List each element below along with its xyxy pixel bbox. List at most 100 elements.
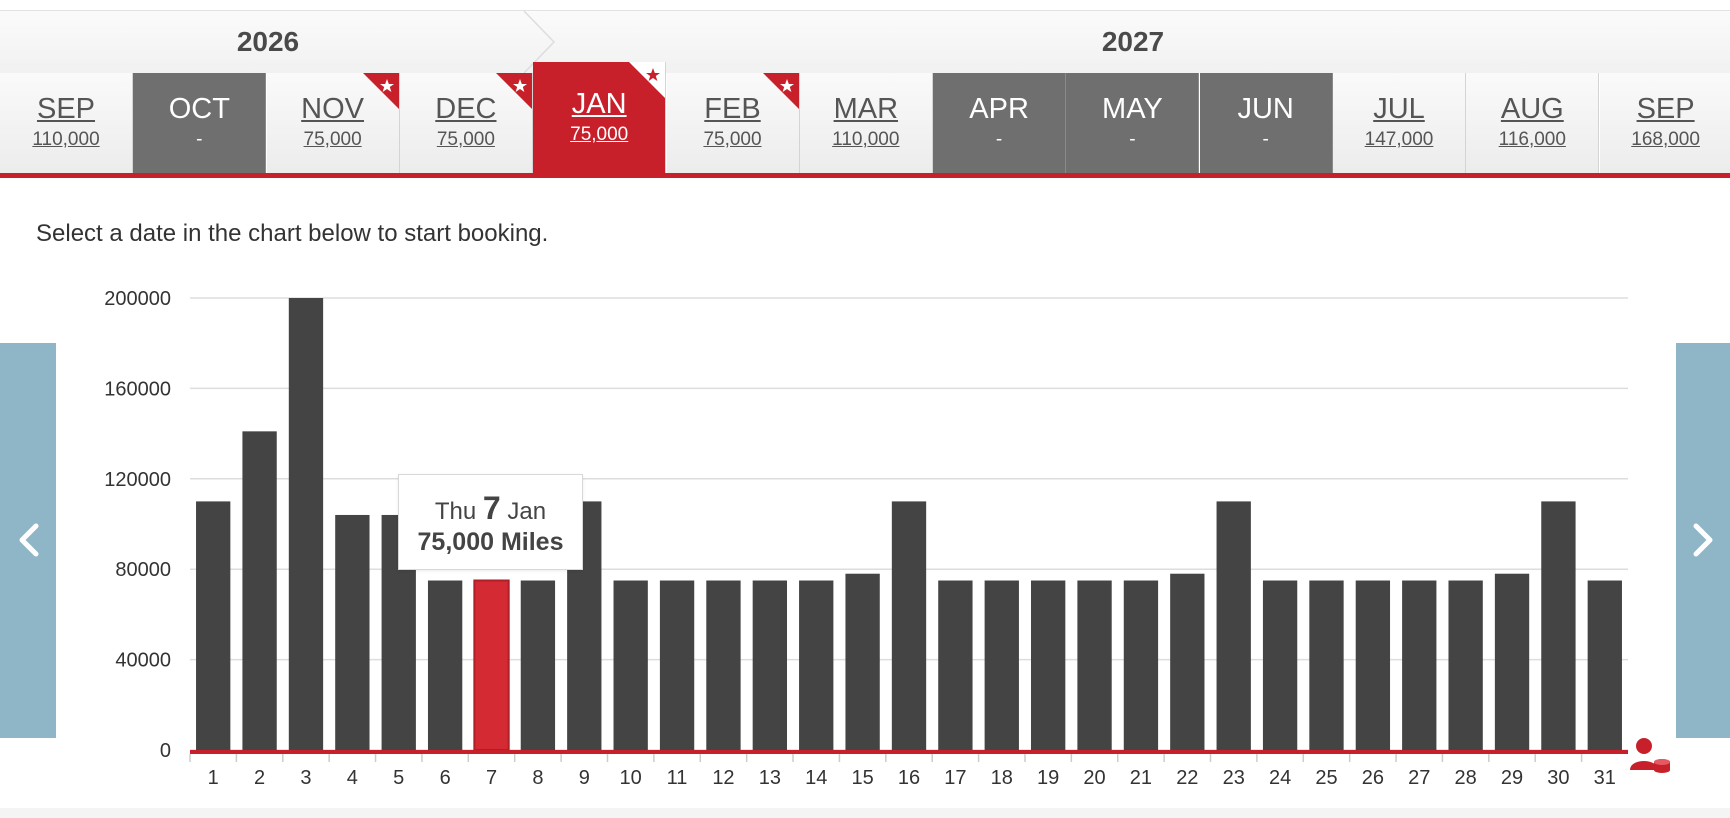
passenger-miles-icon [1630,738,1670,773]
month-tab-aug-11[interactable]: AUG 116,000 [1466,73,1600,173]
x-tick-label: 22 [1176,767,1198,789]
month-price: 75,000 [703,129,762,150]
x-tick-label: 1 [208,767,219,789]
chevron-left-icon [19,523,39,557]
month-price: 110,000 [32,129,100,150]
y-tick-label: 80000 [115,559,171,581]
month-name: SEP [36,93,96,125]
year-label-2027: 2027 [1101,26,1165,57]
star-ribbon-icon [362,73,399,109]
y-tick-label: 120000 [104,469,171,491]
bar-day-22[interactable] [1170,573,1205,750]
x-tick-label: 15 [851,767,873,789]
y-tick-label: 200000 [104,288,171,310]
month-strip-underline [0,173,1730,178]
bar-day-16[interactable] [891,501,927,750]
x-tick-label: 23 [1223,767,1245,789]
bar-day-8[interactable] [520,580,556,751]
bar-day-11[interactable] [659,580,695,751]
chevron-right-icon [1693,523,1713,557]
bar-day-30[interactable] [1541,501,1576,750]
x-tick-label: 27 [1408,767,1430,789]
month-tab-apr-7: APR - [933,73,1067,173]
x-tick-label: 24 [1269,767,1291,789]
previous-month-button[interactable] [0,343,56,738]
month-price: - [1129,129,1136,150]
x-tick-label: 10 [620,767,642,789]
bar-day-7[interactable] [473,579,510,751]
bar-day-18[interactable] [984,580,1019,751]
month-tab-jul-10[interactable]: JUL 147,000 [1333,73,1466,173]
bar-day-25[interactable] [1309,580,1344,751]
x-tick-label: 31 [1594,767,1616,789]
tooltip-miles: 75,000 Miles [417,528,564,556]
next-month-button[interactable] [1676,343,1730,738]
bar-day-17[interactable] [938,580,973,751]
x-tick-label: 20 [1083,767,1105,789]
bar-day-28[interactable] [1448,580,1483,751]
month-tab-dec-3[interactable]: DEC 75,000 [399,73,533,173]
x-tick-label: 21 [1130,767,1152,789]
bar-day-29[interactable] [1494,573,1530,750]
month-name: JAN [571,88,627,120]
x-tick-label: 26 [1362,767,1384,789]
month-name: JUN [1237,93,1294,125]
tooltip-month: Jan [507,498,547,525]
x-tick-label: 14 [805,767,827,789]
x-tick-label: 13 [759,767,781,789]
month-tab-mar-6[interactable]: MAR 110,000 [799,73,933,173]
month-tab-jan-4[interactable]: JAN 75,000 [533,62,667,173]
month-name: AUG [1500,93,1564,125]
x-tick-label: 7 [486,767,497,789]
bar-day-19[interactable] [1030,580,1066,751]
month-tab-feb-5[interactable]: FEB 75,000 [666,73,800,173]
bottom-band [0,808,1730,818]
month-tab-nov-2[interactable]: NOV 75,000 [266,73,400,173]
bar-day-2[interactable] [242,431,277,750]
x-axis-baseline [190,750,1628,754]
month-tab-sep-12[interactable]: SEP 168,000 [1599,73,1730,173]
x-tick-label: 29 [1501,767,1523,789]
x-tick-label: 18 [991,767,1013,789]
x-tick-label: 12 [712,767,734,789]
x-tick-label: 16 [898,767,920,789]
month-price: 75,000 [570,124,629,145]
month-tab-oct-1: OCT - [133,73,267,173]
x-tick-label: 9 [579,767,590,789]
month-price: 75,000 [303,129,362,150]
x-tick-label: 19 [1037,767,1059,789]
bar-day-3[interactable] [288,298,324,750]
month-price: - [995,129,1003,150]
month-name: OCT [168,93,230,125]
month-price: 116,000 [1498,129,1566,150]
bar-day-24[interactable] [1262,580,1298,751]
year-label-2026: 2026 [236,26,300,57]
bar-day-6[interactable] [427,580,463,751]
bar-day-12[interactable] [706,580,741,751]
bar-day-27[interactable] [1402,580,1437,751]
month-tab-sep-0[interactable]: SEP 110,000 [0,73,133,173]
month-name: JUL [1373,93,1425,125]
bar-day-20[interactable] [1077,580,1112,751]
bar-day-13[interactable] [752,580,788,751]
x-tick-label: 6 [440,767,451,789]
bar-day-1[interactable] [196,501,231,750]
month-price: 110,000 [832,129,900,150]
bar-day-10[interactable] [613,580,648,751]
bar-day-23[interactable] [1216,501,1251,750]
x-tick-label: 3 [300,767,311,789]
star-ribbon-icon [762,73,799,109]
bar-day-31[interactable] [1587,580,1622,751]
star-ribbon-icon [495,73,532,109]
star-ribbon-icon [629,62,666,98]
month-selector: SEP 110,000 OCT - NOV 75,000 DEC 75,000 JAN 75,00… [0,62,1730,173]
bar-day-15[interactable] [845,573,880,750]
booking-instruction: Select a date in the chart below to star… [36,220,549,247]
x-tick-label: 17 [944,767,966,789]
bar-day-4[interactable] [335,514,370,750]
month-name: SEP [1636,93,1695,125]
bar-day-26[interactable] [1355,580,1391,751]
bar-day-21[interactable] [1123,580,1159,751]
tooltip-date: Thu 7 Jan [399,492,582,527]
bar-day-14[interactable] [799,580,834,751]
